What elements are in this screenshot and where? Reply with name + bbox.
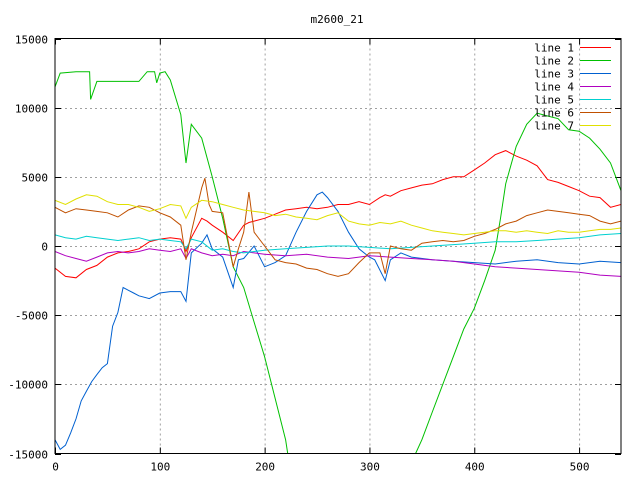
series-line-3	[415, 112, 621, 454]
y-tick-label: 5000	[22, 172, 49, 185]
y-tick-label: 15000	[15, 34, 48, 47]
plot-frame	[54, 38, 622, 454]
chart-title: m2600_21	[311, 13, 364, 26]
legend-label: line 4	[534, 81, 574, 94]
series-line-1	[55, 150, 621, 279]
y-tick-label: -5000	[15, 310, 48, 323]
x-tick-label: 100	[150, 461, 170, 474]
y-tick-label: 0	[41, 241, 48, 254]
x-tick-label: 300	[360, 461, 380, 474]
legend-label: line 5	[534, 94, 574, 107]
y-tick-label: -10000	[8, 379, 48, 392]
series-line-7	[55, 178, 621, 277]
y-tick-label: -15000	[8, 449, 48, 462]
legend-label: line 6	[534, 107, 574, 120]
x-tick-label: 200	[255, 461, 275, 474]
legend-label: line 2	[534, 55, 574, 68]
grid	[55, 38, 621, 454]
legend-label: line 7	[534, 120, 574, 133]
axis-ticks: 0 100 200 300 400 500 -15000 -10000 -5000 0 5000 10…	[8, 34, 621, 474]
legend-label: line 1	[534, 42, 574, 55]
series-group	[55, 71, 621, 454]
series-line-5	[55, 248, 621, 277]
series-line-4	[55, 191, 621, 451]
legend-label: line 3	[534, 68, 574, 81]
x-tick-label: 400	[465, 461, 485, 474]
x-tick-label: 0	[52, 461, 59, 474]
series-line-2	[55, 71, 289, 454]
x-tick-label: 500	[570, 461, 590, 474]
series-line-8	[55, 194, 621, 236]
y-tick-label: 10000	[15, 103, 48, 116]
series-line-6	[55, 233, 621, 254]
